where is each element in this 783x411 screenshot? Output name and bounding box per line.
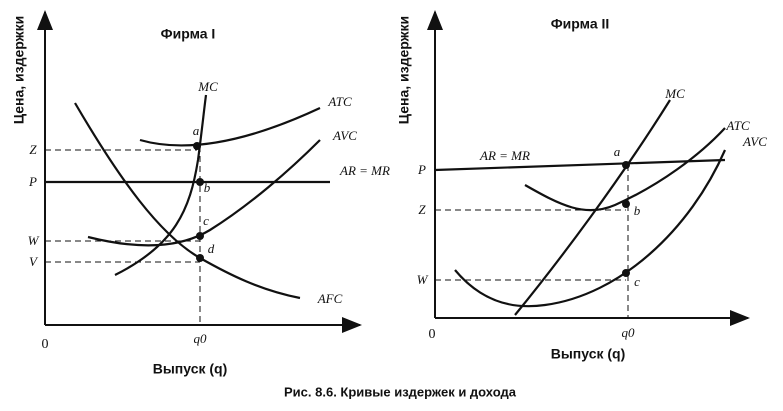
point — [193, 142, 201, 150]
point — [196, 254, 204, 262]
caption: Рис. 8.6. Кривые издержек и дохода — [284, 384, 517, 399]
point-label: c — [203, 213, 209, 228]
avc-curve — [454, 149, 727, 308]
curve-label: MC — [197, 79, 218, 94]
guide-lines — [45, 146, 201, 325]
panel-1: Фирма I Цена, издержки Выпуск (q) 0 q0 Z… — [11, 10, 390, 377]
point — [196, 232, 204, 240]
point — [196, 178, 204, 186]
point-label: a — [614, 144, 621, 159]
point — [622, 200, 630, 208]
curve-label: AVC — [742, 134, 767, 149]
point-label: d — [208, 241, 215, 256]
price-label: Z — [29, 142, 37, 157]
mc-curve — [514, 99, 671, 316]
atc-curve — [139, 107, 321, 147]
price-label: P — [28, 174, 37, 189]
panel-title: Фирма II — [551, 16, 610, 32]
curve-label: ATC — [327, 94, 352, 109]
origin: 0 — [42, 337, 49, 352]
curve-label: AVC — [332, 128, 357, 143]
price-label: Z — [418, 202, 426, 217]
price-label: P — [417, 162, 426, 177]
point-label: c — [634, 274, 640, 289]
afc-curve — [74, 102, 301, 300]
curve-label: AR = MR — [479, 148, 530, 163]
price-label: W — [417, 272, 429, 287]
mc-curve — [114, 94, 208, 276]
point-label: a — [193, 123, 200, 138]
point — [622, 161, 630, 169]
quantity-label: q0 — [622, 325, 636, 340]
y-axis-label: Цена, издержки — [396, 16, 412, 124]
avc-curve — [87, 139, 321, 247]
price-label: W — [28, 233, 40, 248]
point-label: b — [204, 180, 211, 195]
quantity-label: q0 — [194, 331, 208, 346]
guide-lines — [435, 165, 629, 318]
curve-label: MC — [664, 86, 685, 101]
origin: 0 — [429, 327, 436, 342]
x-axis-label: Выпуск (q) — [153, 361, 228, 377]
x-axis-label: Выпуск (q) — [551, 346, 626, 362]
curve-label: ATC — [725, 118, 750, 133]
price-label: V — [29, 254, 39, 269]
atc-curve — [524, 127, 726, 212]
panel-2: Фирма II Цена, издержки Выпуск (q) 0 q0 … — [396, 10, 767, 362]
ar-mr-line — [434, 158, 726, 172]
y-axis-label: Цена, издержки — [11, 16, 27, 124]
curve-label: AR = MR — [339, 163, 390, 178]
panel-title: Фирма I — [161, 26, 216, 42]
point-label: b — [634, 203, 641, 218]
curve-label: AFC — [317, 291, 343, 306]
point — [622, 269, 630, 277]
